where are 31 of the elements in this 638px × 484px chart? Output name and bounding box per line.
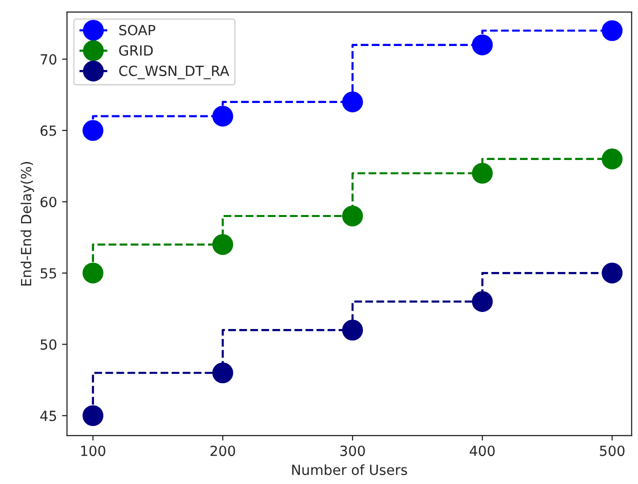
y-tick-label: 60 [40, 196, 56, 208]
point [342, 206, 363, 226]
point [472, 34, 493, 56]
y-axis-title: End-End Delay(%) [20, 162, 34, 286]
y-tick-label: 45 [40, 410, 56, 422]
y-tick-label: 70 [40, 54, 56, 65]
point [82, 120, 104, 141]
y-tick-label: 65 [40, 125, 56, 136]
point [602, 148, 623, 170]
point [82, 262, 104, 284]
point [602, 20, 623, 42]
point [82, 405, 104, 426]
legend-label: GRID [119, 45, 153, 56]
x-tick-label: 200 [210, 446, 236, 456]
point [342, 320, 363, 340]
point [342, 92, 363, 112]
point [212, 106, 234, 127]
point [472, 291, 493, 312]
y-tick-label: 50 [40, 339, 56, 350]
point [472, 162, 493, 184]
x-tick-label: 400 [470, 446, 495, 456]
x-tick-label: 500 [600, 446, 624, 456]
point [602, 262, 623, 284]
legend-label: SOAP [119, 24, 156, 36]
y-tick-label: 55 [40, 268, 56, 279]
point [212, 234, 234, 255]
legend-label: CC_WSN_DT_RA [119, 66, 230, 80]
x-tick-label: 300 [340, 446, 365, 456]
x-axis-title: Number of Users [292, 464, 408, 476]
x-tick-label: 100 [81, 446, 106, 456]
point [212, 362, 234, 384]
